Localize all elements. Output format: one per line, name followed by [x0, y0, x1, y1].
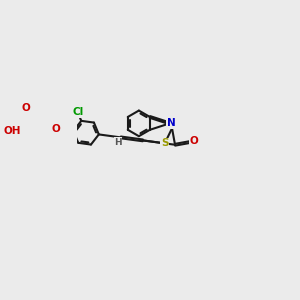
Text: N: N [167, 118, 176, 128]
Text: O: O [51, 124, 60, 134]
Text: OH: OH [3, 125, 21, 136]
Text: N: N [167, 119, 176, 129]
Text: O: O [189, 136, 198, 146]
Text: Cl: Cl [72, 107, 83, 117]
Text: H: H [114, 138, 122, 147]
Text: S: S [161, 138, 169, 148]
Text: O: O [22, 103, 31, 113]
